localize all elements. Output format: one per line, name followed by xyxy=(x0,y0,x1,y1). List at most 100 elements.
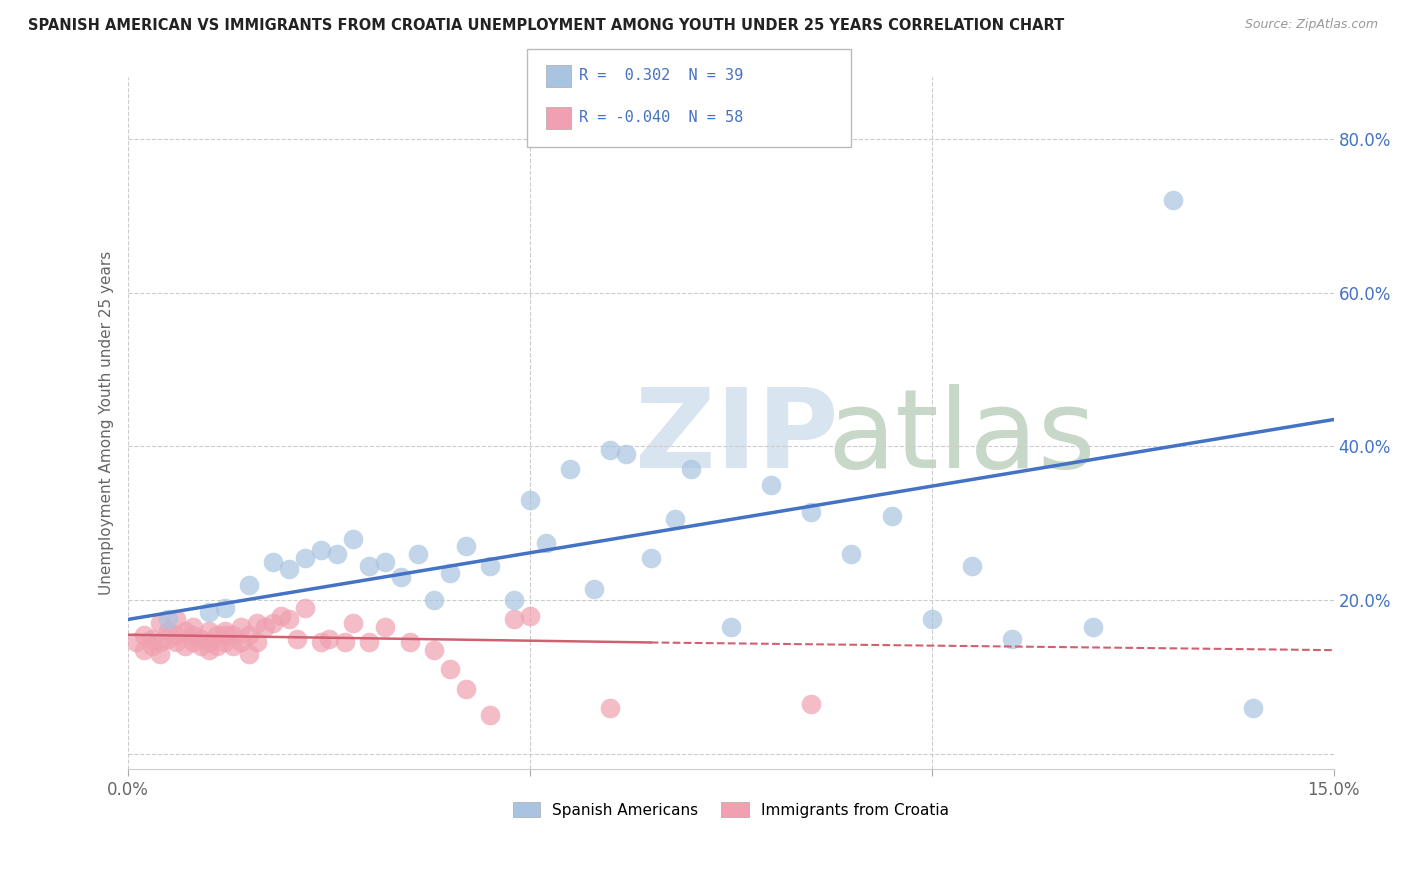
Point xyxy=(391,570,413,584)
Point xyxy=(270,608,292,623)
Point xyxy=(309,543,332,558)
Point xyxy=(800,697,823,711)
Point xyxy=(326,547,349,561)
Point xyxy=(841,547,863,561)
Point xyxy=(157,632,180,646)
Point xyxy=(181,620,204,634)
Legend: Spanish Americans, Immigrants from Croatia: Spanish Americans, Immigrants from Croat… xyxy=(506,796,955,824)
Point xyxy=(503,612,526,626)
Text: Source: ZipAtlas.com: Source: ZipAtlas.com xyxy=(1244,18,1378,31)
Point xyxy=(149,616,172,631)
Point xyxy=(205,628,228,642)
Point xyxy=(374,620,396,634)
Point xyxy=(616,447,638,461)
Point xyxy=(141,640,163,654)
Point xyxy=(181,635,204,649)
Point xyxy=(478,558,501,573)
Point xyxy=(253,620,276,634)
Point xyxy=(1241,701,1264,715)
Text: ZIP: ZIP xyxy=(634,384,838,491)
Y-axis label: Unemployment Among Youth under 25 years: Unemployment Among Youth under 25 years xyxy=(100,252,114,596)
Point xyxy=(190,640,212,654)
Point xyxy=(921,612,943,626)
Point xyxy=(205,640,228,654)
Point xyxy=(238,578,260,592)
Point xyxy=(149,647,172,661)
Point xyxy=(278,612,301,626)
Point xyxy=(720,620,742,634)
Point xyxy=(285,632,308,646)
Point xyxy=(157,624,180,638)
Point xyxy=(197,605,219,619)
Point xyxy=(262,555,284,569)
Text: SPANISH AMERICAN VS IMMIGRANTS FROM CROATIA UNEMPLOYMENT AMONG YOUTH UNDER 25 YE: SPANISH AMERICAN VS IMMIGRANTS FROM CROA… xyxy=(28,18,1064,33)
Point xyxy=(759,478,782,492)
Point xyxy=(214,628,236,642)
Point xyxy=(560,462,582,476)
Point xyxy=(1001,632,1024,646)
Point xyxy=(318,632,340,646)
Point xyxy=(454,681,477,696)
Point xyxy=(342,532,364,546)
Point xyxy=(190,632,212,646)
Point xyxy=(166,635,188,649)
Point xyxy=(134,643,156,657)
Point xyxy=(640,550,662,565)
Point xyxy=(166,628,188,642)
Point xyxy=(534,535,557,549)
Point xyxy=(664,512,686,526)
Point xyxy=(422,643,444,657)
Point xyxy=(166,612,188,626)
Point xyxy=(422,593,444,607)
Point xyxy=(214,635,236,649)
Point xyxy=(880,508,903,523)
Point xyxy=(583,582,606,596)
Point xyxy=(294,600,316,615)
Text: R =  0.302  N = 39: R = 0.302 N = 39 xyxy=(579,69,744,83)
Point xyxy=(359,558,381,573)
Point xyxy=(214,600,236,615)
Point xyxy=(599,443,621,458)
Point xyxy=(229,635,252,649)
Point xyxy=(406,547,429,561)
Point xyxy=(222,628,245,642)
Point xyxy=(374,555,396,569)
Point xyxy=(1161,194,1184,208)
Point xyxy=(960,558,983,573)
Point xyxy=(181,628,204,642)
Point xyxy=(439,662,461,676)
Point xyxy=(229,620,252,634)
Point xyxy=(197,643,219,657)
Point xyxy=(398,635,420,649)
Point xyxy=(800,505,823,519)
Point xyxy=(599,701,621,715)
Point xyxy=(157,612,180,626)
Point xyxy=(359,635,381,649)
Point xyxy=(519,608,541,623)
Point xyxy=(278,562,301,576)
Point xyxy=(335,635,357,649)
Point xyxy=(125,635,148,649)
Point xyxy=(342,616,364,631)
Point xyxy=(439,566,461,581)
Point xyxy=(197,635,219,649)
Point xyxy=(222,640,245,654)
Point xyxy=(173,624,195,638)
Point xyxy=(309,635,332,649)
Point xyxy=(262,616,284,631)
Point xyxy=(454,540,477,554)
Point xyxy=(478,708,501,723)
Point xyxy=(246,635,269,649)
Point xyxy=(1081,620,1104,634)
Text: R = -0.040  N = 58: R = -0.040 N = 58 xyxy=(579,111,744,125)
Point xyxy=(238,647,260,661)
Point xyxy=(197,624,219,638)
Point xyxy=(679,462,702,476)
Point xyxy=(246,616,269,631)
Point xyxy=(141,632,163,646)
Point xyxy=(214,624,236,638)
Point xyxy=(173,640,195,654)
Point xyxy=(134,628,156,642)
Point xyxy=(519,493,541,508)
Text: atlas: atlas xyxy=(827,384,1095,491)
